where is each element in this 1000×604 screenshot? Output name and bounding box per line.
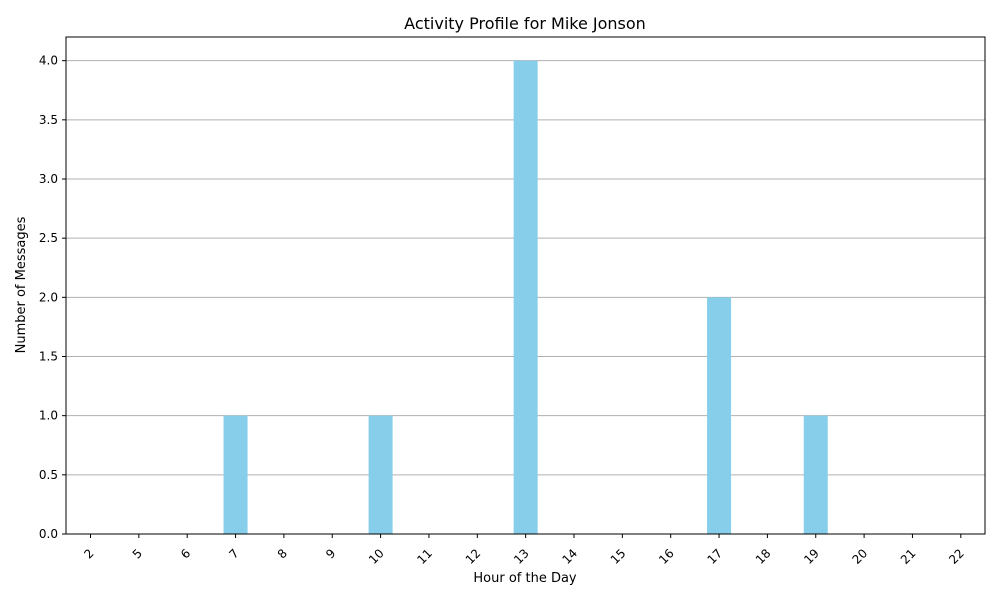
y-tick-label: 4.0: [39, 54, 58, 68]
y-axis-ticks: 0.0 0.5 1.0 1.5 2.0 2.5 3.0 3.5 4.0: [39, 54, 66, 541]
x-axis-label: Hour of the Day: [473, 571, 577, 586]
x-tick-label: 13: [511, 546, 532, 567]
y-tick-label: 1.5: [39, 350, 58, 364]
bar-hour-10: [368, 415, 393, 534]
x-tick-label: 14: [559, 546, 580, 567]
bar-hour-7: [223, 415, 248, 534]
x-tick-label: 8: [275, 546, 290, 561]
bar-hour-19: [803, 415, 828, 534]
y-tick-label: 2.5: [39, 231, 58, 245]
x-tick-label: 20: [850, 546, 871, 567]
x-tick-label: 5: [130, 546, 145, 561]
y-tick-label: 3.0: [39, 172, 58, 186]
x-tick-label: 19: [801, 546, 822, 567]
y-axis-label: Number of Messages: [14, 216, 29, 353]
y-tick-label: 2.0: [39, 290, 58, 304]
bar-hour-17: [707, 297, 732, 534]
x-tick-label: 12: [463, 546, 484, 567]
x-tick-label: 7: [226, 546, 241, 561]
x-tick-label: 10: [366, 546, 387, 567]
x-axis-ticks: 2 5 6 7 8 9 10 11 12 13 14 15 16 17 18 19 20 21 22: [81, 534, 967, 567]
x-tick-label: 16: [656, 546, 677, 567]
y-tick-label: 0.0: [39, 527, 58, 541]
bars: [223, 60, 828, 535]
x-tick-label: 17: [704, 546, 725, 567]
bar-hour-13: [513, 60, 538, 535]
y-tick-label: 0.5: [39, 468, 58, 482]
x-tick-label: 21: [898, 546, 919, 567]
y-tick-label: 1.0: [39, 409, 58, 423]
x-tick-label: 11: [414, 546, 435, 567]
chart-title: Activity Profile for Mike Jonson: [404, 14, 646, 33]
y-tick-label: 3.5: [39, 113, 58, 127]
x-tick-label: 22: [946, 546, 967, 567]
x-tick-label: 2: [81, 546, 96, 561]
x-tick-label: 6: [178, 546, 193, 561]
x-tick-label: 15: [608, 546, 629, 567]
x-tick-label: 18: [753, 546, 774, 567]
x-tick-label: 9: [323, 546, 338, 561]
